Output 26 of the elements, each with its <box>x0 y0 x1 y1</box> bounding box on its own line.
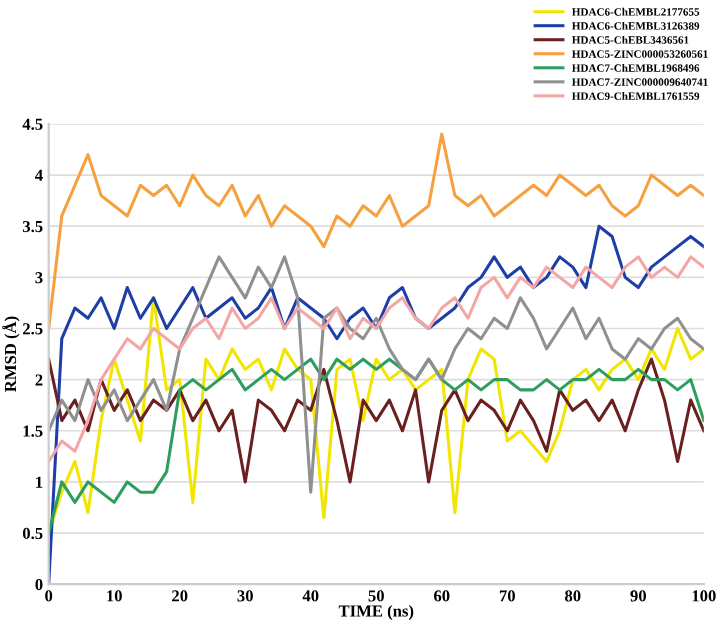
x-tick-label: 40 <box>302 590 319 602</box>
x-tick-label: 20 <box>172 590 188 602</box>
x-tick-label: 0 <box>45 590 53 602</box>
x-tick-label: 50 <box>368 590 384 602</box>
y-tick-label: 4 <box>35 169 43 181</box>
line-series <box>48 357 704 484</box>
line-series <box>48 357 704 535</box>
x-tick-label: 60 <box>434 590 450 602</box>
y-tick-label: 0 <box>35 578 43 591</box>
x-tick-label: 70 <box>499 590 515 602</box>
y-tick-label: 1.5 <box>23 425 43 437</box>
x-axis-title: TIME (ns) <box>338 604 414 620</box>
x-tick-label: 90 <box>630 590 647 602</box>
y-tick-label: 4.5 <box>22 118 43 130</box>
y-tick-label: 0.5 <box>22 527 43 540</box>
x-tick-label: 80 <box>565 590 581 602</box>
x-tick-label: 30 <box>237 590 253 602</box>
y-tick-label: 3.5 <box>22 220 43 233</box>
x-tick-label: 100 <box>692 590 716 602</box>
x-tick-label: 10 <box>107 590 122 602</box>
y-axis-title: RMSD (Å) <box>2 316 20 392</box>
y-tick-label: 3 <box>35 272 43 284</box>
y-tick-label: 1 <box>36 476 43 488</box>
y-tick-label: 2.5 <box>23 323 43 335</box>
y-tick-label: 2 <box>35 374 43 386</box>
line-series <box>48 132 704 331</box>
